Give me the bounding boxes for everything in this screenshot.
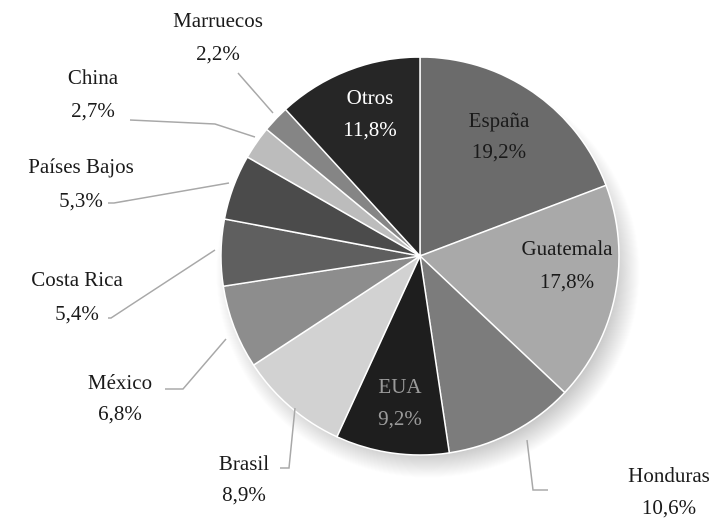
leader-line-costa-rica bbox=[108, 249, 216, 319]
slice-labels: España 19,2% Guatemala 17,8% Honduras 10,6% EU… bbox=[28, 8, 710, 519]
leader-line-brasil bbox=[280, 407, 296, 469]
slice-label-marruecos: Marruecos bbox=[173, 8, 263, 32]
leader-line-mexico bbox=[165, 338, 227, 390]
leader-line-marruecos bbox=[237, 72, 274, 114]
slice-value-paises-bajos: 5,3% bbox=[59, 188, 103, 212]
slice-value-china: 2,7% bbox=[71, 98, 115, 122]
slice-espana bbox=[419, 56, 607, 258]
slice-label-brasil: Brasil bbox=[219, 451, 269, 475]
slice-label-otros: Otros bbox=[347, 85, 394, 109]
slice-value-guatemala: 17,8% bbox=[540, 269, 594, 293]
slice-label-costa-rica: Costa Rica bbox=[31, 267, 123, 291]
slice-value-honduras: 10,6% bbox=[642, 495, 696, 519]
slice-honduras bbox=[418, 253, 566, 454]
slice-value-otros: 11,8% bbox=[343, 117, 396, 141]
slice-label-guatemala: Guatemala bbox=[522, 236, 614, 260]
leader-line-paises-bajos bbox=[108, 182, 230, 204]
leader-line-china bbox=[129, 119, 256, 138]
slice-guatemala bbox=[418, 184, 620, 394]
slice-label-honduras: Honduras bbox=[628, 463, 710, 487]
leader-lines bbox=[108, 72, 548, 491]
slice-eua bbox=[335, 253, 451, 456]
slice-brasil bbox=[252, 253, 422, 438]
slice-value-eua: 9,2% bbox=[378, 406, 422, 430]
slice-value-espana: 19,2% bbox=[472, 139, 526, 163]
slice-label-china: China bbox=[68, 65, 119, 89]
slice-value-mexico: 6,8% bbox=[98, 401, 142, 425]
slice-value-brasil: 8,9% bbox=[222, 482, 266, 506]
slice-label-mexico: México bbox=[88, 370, 152, 394]
slice-value-costa-rica: 5,4% bbox=[55, 301, 99, 325]
slice-label-eua: EUA bbox=[378, 374, 422, 398]
slice-value-marruecos: 2,2% bbox=[196, 41, 240, 65]
leader-line-honduras bbox=[526, 439, 548, 491]
slice-label-espana: España bbox=[469, 108, 530, 132]
pie-slices bbox=[220, 56, 620, 456]
slice-label-paises-bajos: Países Bajos bbox=[28, 154, 134, 178]
slice-otros bbox=[284, 56, 421, 258]
